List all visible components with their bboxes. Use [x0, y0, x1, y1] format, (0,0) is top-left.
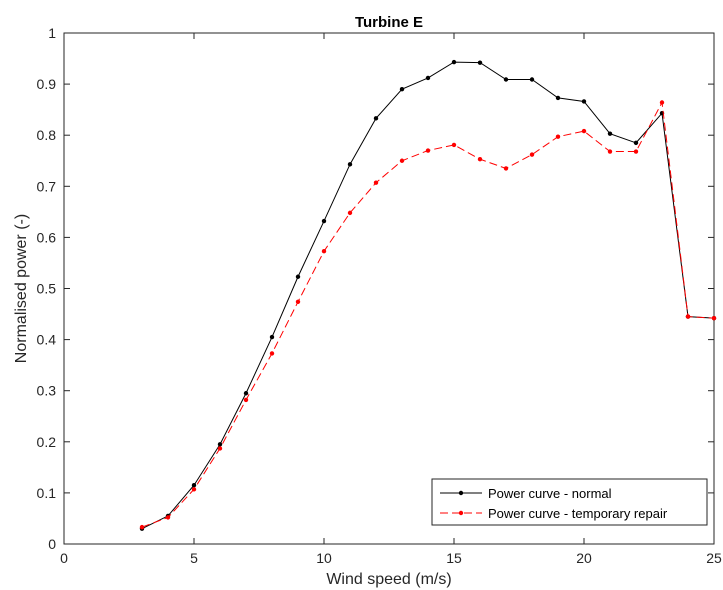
data-point-normal	[425, 75, 431, 81]
data-point-normal	[503, 77, 509, 82]
y-tick-label: 0.2	[37, 434, 57, 450]
data-point-normal	[399, 87, 405, 92]
data-point-normal	[607, 131, 613, 136]
data-point-temporary-repair	[451, 142, 457, 148]
data-point-temporary-repair	[191, 487, 197, 492]
data-point-normal	[373, 116, 379, 121]
data-point-temporary-repair	[139, 524, 145, 530]
legend: Power curve - normal Power curve - tempo…	[431, 478, 708, 526]
y-tick-label: 0.7	[37, 178, 57, 194]
data-point-temporary-repair	[269, 351, 275, 356]
y-tick-label: 0.1	[37, 485, 57, 501]
chart-title: Turbine E	[355, 14, 423, 31]
data-point-normal	[347, 162, 353, 167]
data-point-normal	[191, 483, 197, 488]
y-axis: 0 0.1 0.2 0.3 0.4 0.5 0.6 0.7 0.8 0.9 1	[37, 25, 714, 552]
data-point-temporary-repair	[659, 100, 665, 105]
data-point-normal	[295, 274, 301, 279]
data-point-normal	[321, 218, 327, 224]
x-tick-label: 20	[576, 550, 592, 566]
data-point-normal	[217, 442, 223, 447]
plot-area	[63, 32, 715, 545]
series-layer	[139, 59, 717, 531]
series-temporary-repair	[139, 100, 717, 530]
y-tick-label: 0	[48, 536, 56, 552]
y-tick-label: 0.8	[37, 127, 57, 143]
legend-label-normal: Power curve - normal	[488, 486, 612, 501]
data-point-temporary-repair	[477, 157, 483, 162]
y-axis-title: Normalised power (-)	[13, 214, 30, 363]
data-point-temporary-repair	[217, 446, 223, 451]
data-point-temporary-repair	[347, 210, 353, 216]
data-point-normal	[555, 95, 561, 101]
data-point-temporary-repair	[607, 149, 613, 154]
y-tick-label: 1	[48, 25, 56, 41]
x-tick-label: 5	[190, 550, 198, 566]
data-point-temporary-repair	[165, 515, 171, 520]
x-tick-label: 0	[60, 550, 68, 566]
data-point-temporary-repair	[555, 134, 561, 139]
data-point-normal	[477, 60, 483, 65]
x-axis: 0 5 10 15 20 25	[60, 33, 722, 566]
data-point-normal	[633, 140, 639, 146]
data-point-temporary-repair	[711, 315, 717, 321]
data-point-temporary-repair	[685, 314, 691, 319]
legend-marker-normal	[458, 490, 464, 496]
y-tick-label: 0.5	[37, 281, 57, 297]
legend-box	[431, 478, 708, 526]
x-axis-title: Wind speed (m/s)	[326, 571, 451, 588]
data-point-temporary-repair	[295, 299, 301, 304]
data-point-temporary-repair	[373, 180, 379, 185]
y-tick-label: 0.4	[37, 332, 57, 348]
x-tick-label: 10	[316, 550, 332, 566]
data-point-normal	[243, 391, 249, 396]
y-tick-label: 0.6	[37, 229, 57, 245]
legend-marker-temporary-repair	[458, 510, 464, 516]
data-point-temporary-repair	[581, 128, 587, 134]
x-tick-label: 15	[446, 550, 462, 566]
data-point-temporary-repair	[321, 248, 327, 254]
data-point-normal	[581, 99, 587, 104]
data-point-temporary-repair	[243, 397, 249, 403]
data-point-temporary-repair	[425, 148, 431, 153]
y-tick-label: 0.3	[37, 383, 57, 399]
y-tick-label: 0.9	[37, 76, 57, 92]
x-tick-label: 25	[706, 550, 722, 566]
data-point-normal	[451, 59, 457, 65]
data-point-normal	[269, 334, 275, 340]
data-point-temporary-repair	[399, 158, 405, 163]
data-point-temporary-repair	[529, 152, 535, 157]
data-point-temporary-repair	[633, 149, 639, 154]
data-point-temporary-repair	[503, 166, 509, 171]
data-point-normal	[529, 77, 535, 82]
legend-label-temporary-repair: Power curve - temporary repair	[488, 506, 668, 521]
